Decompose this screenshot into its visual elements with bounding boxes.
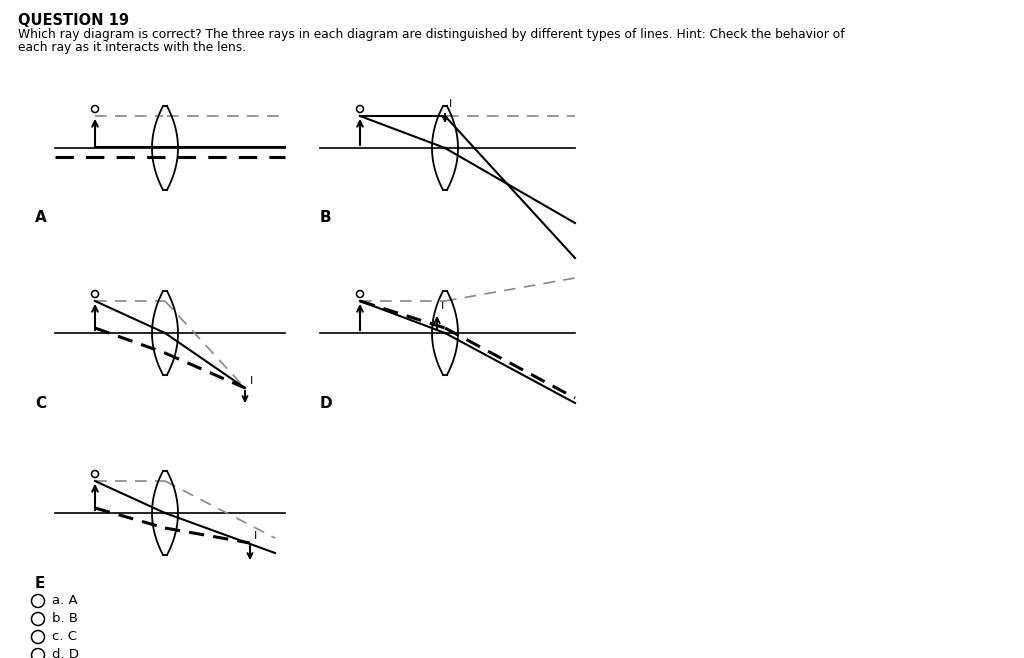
Text: I: I (254, 531, 257, 541)
Text: Which ray diagram is correct? The three rays in each diagram are distinguished b: Which ray diagram is correct? The three … (18, 28, 845, 41)
Text: I: I (441, 301, 444, 311)
Text: d. D: d. D (52, 649, 79, 658)
Text: QUESTION 19: QUESTION 19 (18, 13, 129, 28)
Text: D: D (319, 395, 333, 411)
Text: c. C: c. C (52, 630, 77, 644)
Text: a. A: a. A (52, 594, 78, 607)
Text: I: I (449, 99, 453, 109)
Text: B: B (319, 211, 332, 226)
Text: E: E (35, 576, 45, 590)
Text: A: A (35, 211, 47, 226)
Text: b. B: b. B (52, 613, 78, 626)
Text: C: C (35, 395, 46, 411)
Text: each ray as it interacts with the lens.: each ray as it interacts with the lens. (18, 41, 246, 54)
Text: I: I (250, 376, 253, 386)
